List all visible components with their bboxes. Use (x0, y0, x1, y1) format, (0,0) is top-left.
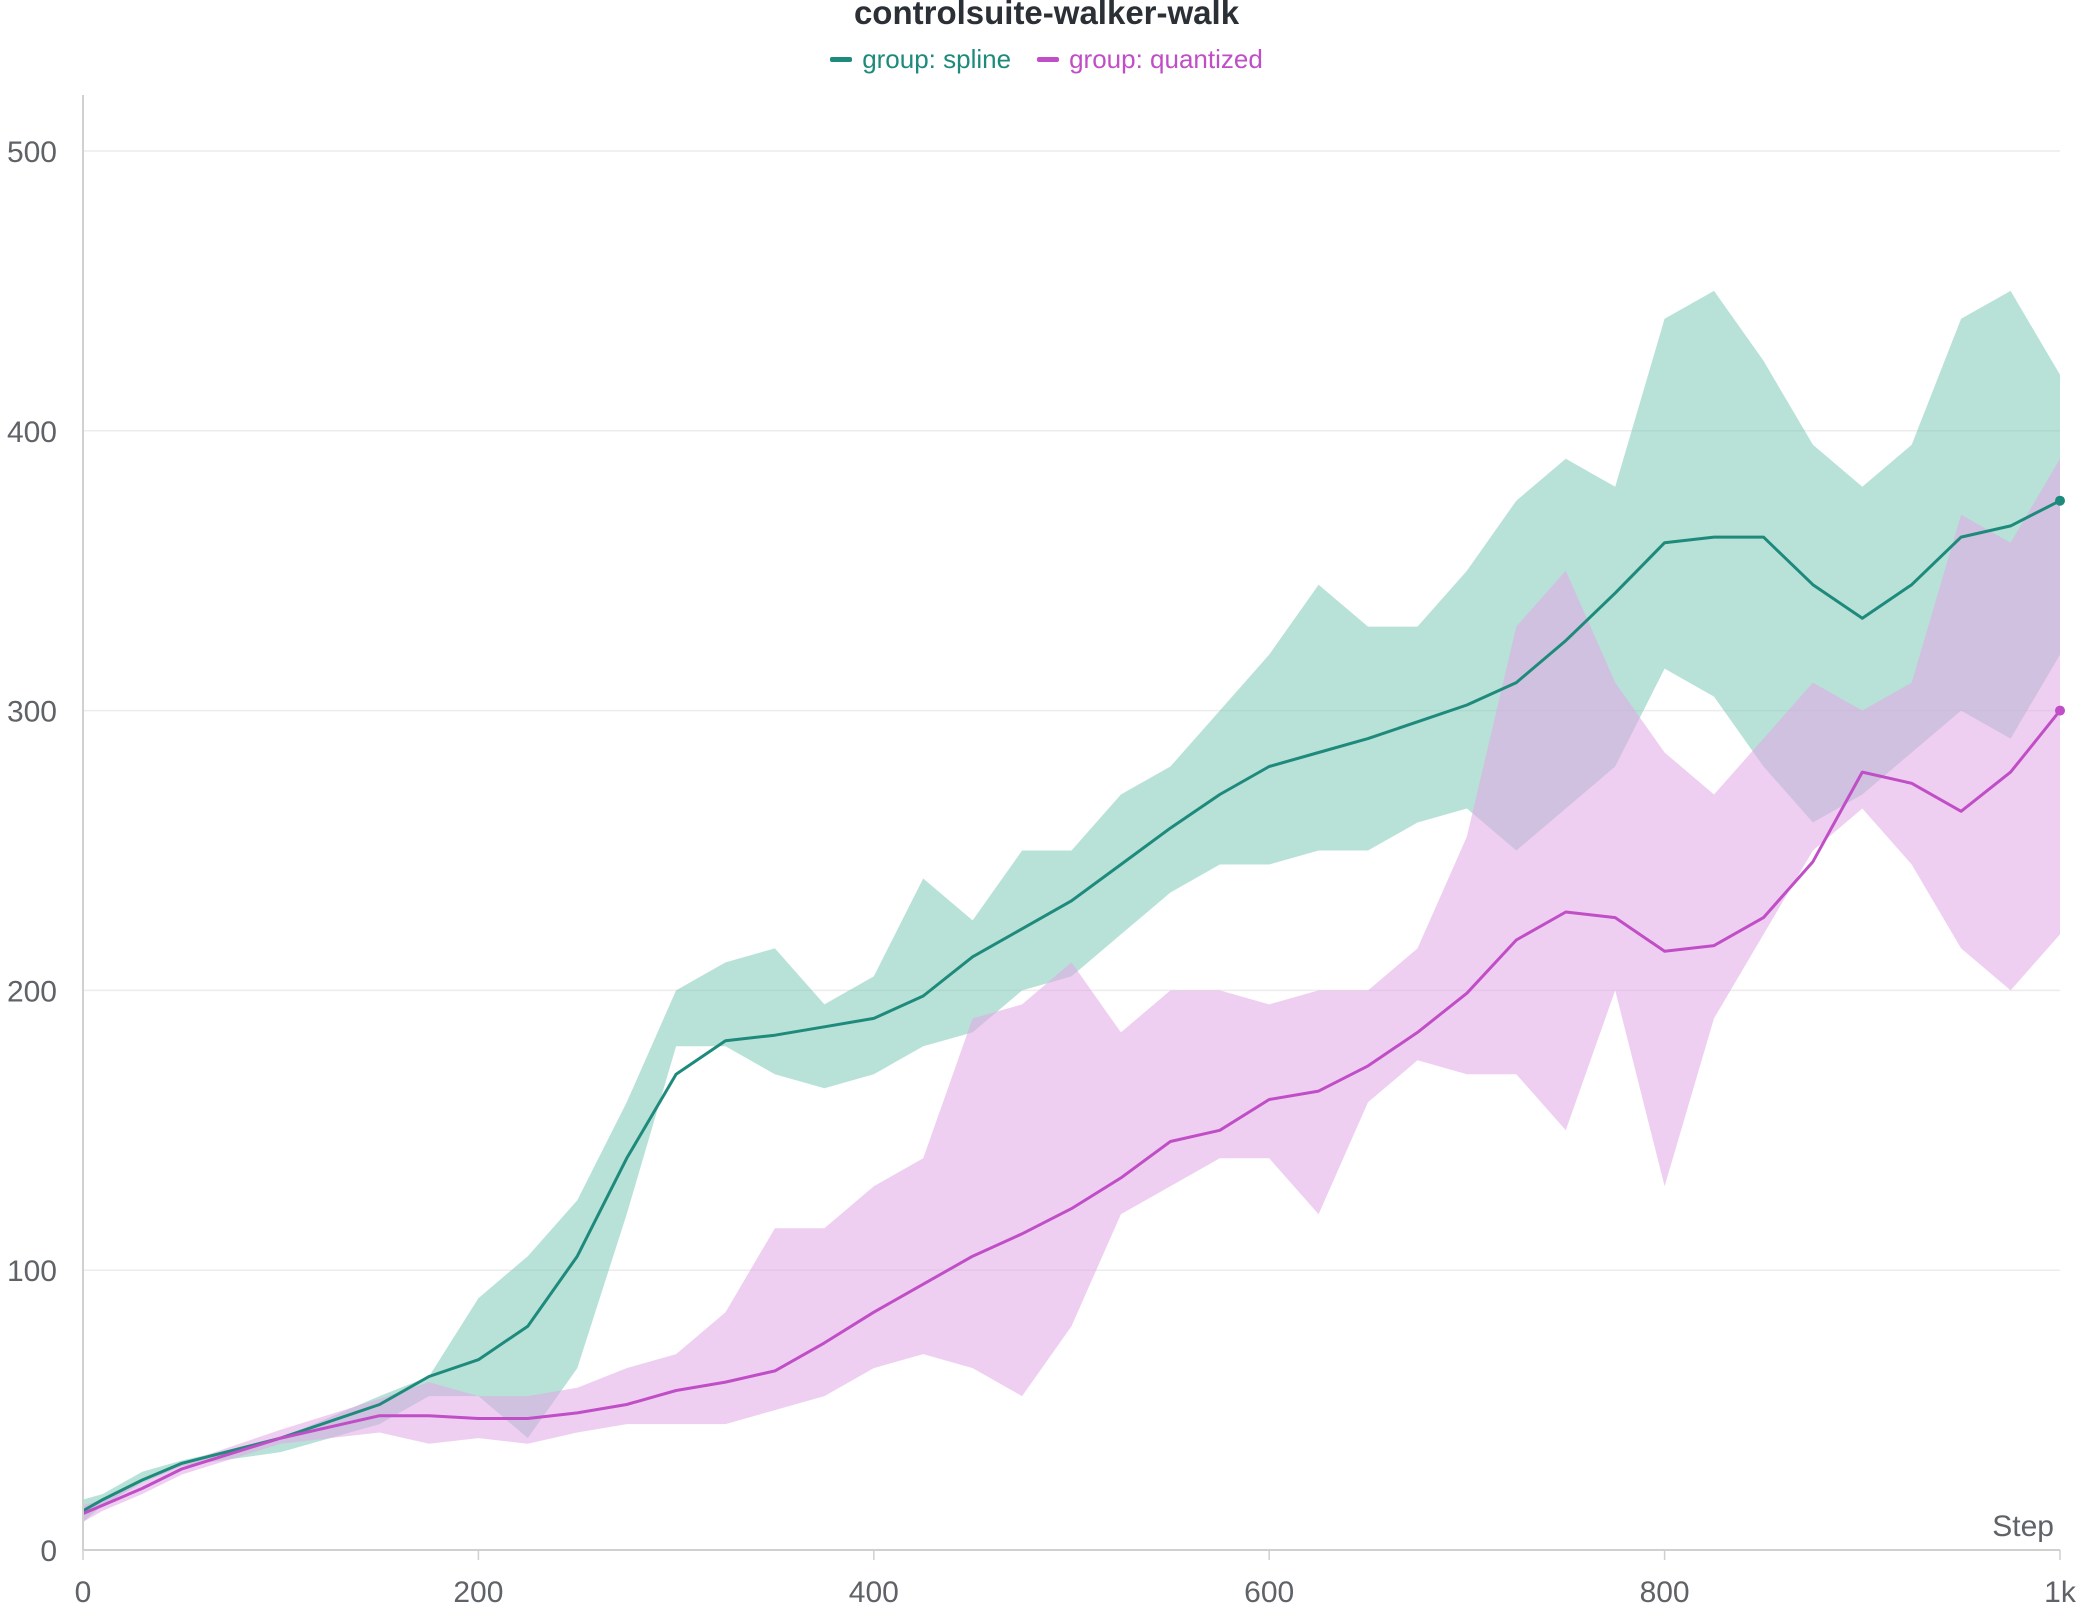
x-tick-label: 1k (2044, 1576, 2077, 1609)
x-tick-label: 600 (1244, 1576, 1294, 1609)
legend-item-quantized[interactable]: group: quantized (1037, 44, 1263, 75)
x-tick-label: 200 (453, 1576, 503, 1609)
y-tick-label: 500 (7, 136, 57, 169)
line-groupspline[interactable] (82, 499, 2061, 1513)
band-groupquantized (83, 458, 2060, 1522)
end-point-groupspline (2055, 495, 2065, 506)
x-axis-label: Step (1992, 1510, 2054, 1543)
lines (82, 495, 2065, 1515)
legend-label-spline: group: spline (862, 44, 1012, 74)
axes: 0 100 200 300 400 500 0 200 400 600 800 1k Step (7, 95, 2077, 1609)
x-tick-label: 800 (1640, 1576, 1690, 1609)
chart-title: controlsuite-walker-walk (853, 0, 1240, 31)
y-tick-label: 0 (40, 1535, 57, 1568)
y-tick-label: 200 (7, 975, 57, 1008)
legend: group: spline group: quantized (0, 44, 2093, 75)
y-tick-label: 100 (7, 1255, 57, 1288)
y-tick-label: 300 (7, 696, 57, 729)
legend-swatch-spline (830, 57, 853, 62)
x-tick-label: 0 (75, 1576, 92, 1609)
legend-label-quantized: group: quantized (1069, 44, 1263, 74)
line-groupquantized[interactable] (82, 709, 2062, 1515)
legend-item-spline[interactable]: group: spline (830, 44, 1011, 75)
bands (83, 290, 2060, 1522)
y-tick-label: 400 (7, 416, 57, 449)
end-point-groupquantized (2055, 705, 2065, 716)
legend-swatch-quantized (1037, 57, 1060, 62)
x-tick-label: 400 (849, 1576, 899, 1609)
